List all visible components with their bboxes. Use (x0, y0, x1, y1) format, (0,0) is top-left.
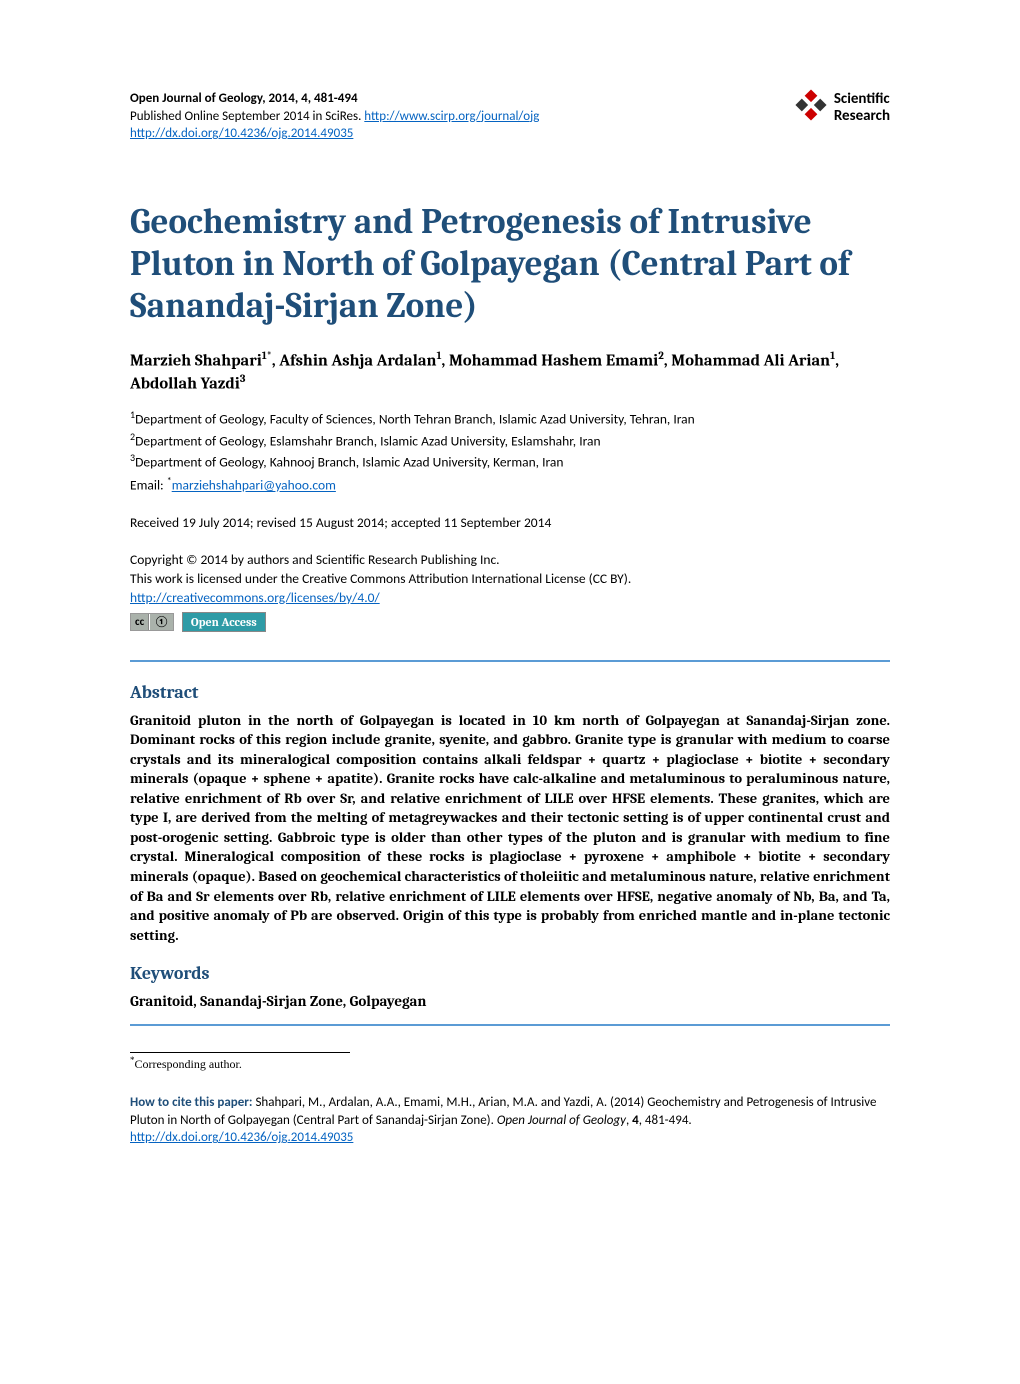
doi-link[interactable]: http://dx.doi.org/10.4236/ojg.2014.49035 (130, 126, 353, 141)
copyright-line2: This work is licensed under the Creative… (130, 570, 890, 589)
authors: Marzieh Shahpari1*, Afshin Ashja Ardalan… (130, 349, 890, 397)
license-badges: cc ① Open Access (130, 612, 890, 632)
paper-title: Geochemistry and Petrogenesis of Intrusi… (130, 201, 890, 327)
logo-text: Scientific Research (834, 91, 890, 124)
publisher-logo: Scientific Research (794, 88, 890, 127)
doi-line: http://dx.doi.org/10.4236/ojg.2014.49035 (130, 125, 890, 143)
corresponding-footnote: *Corresponding author. (130, 1055, 890, 1072)
footnote-text: Corresponding author. (135, 1057, 242, 1071)
license-link[interactable]: http://creativecommons.org/licenses/by/4… (130, 589, 380, 606)
keywords-body: Granitoid, Sanandaj-Sirjan Zone, Golpaye… (130, 992, 890, 1010)
dates: Received 19 July 2014; revised 15 August… (130, 514, 890, 531)
journal-header: Open Journal of Geology, 2014, 4, 481-49… (130, 90, 890, 143)
affiliation-1: 1Department of Geology, Faculty of Scien… (130, 408, 890, 429)
cite-volume: 4 (632, 1113, 639, 1128)
divider-bottom (130, 1024, 890, 1026)
divider-top (130, 660, 890, 662)
footnote-separator (130, 1052, 350, 1053)
affiliations: 1Department of Geology, Faculty of Scien… (130, 408, 890, 472)
cc-icon: cc (131, 614, 149, 630)
affiliation-3: 3Department of Geology, Kahnooj Branch, … (130, 451, 890, 472)
cite-doi-link[interactable]: http://dx.doi.org/10.4236/ojg.2014.49035 (130, 1130, 353, 1145)
cite-journal: Open Journal of Geology (497, 1113, 626, 1128)
email-line: Email: *marziehshahpari@yahoo.com (130, 474, 890, 494)
affiliation-2: 2Department of Geology, Eslamshahr Branc… (130, 430, 890, 451)
abstract-body: Granitoid pluton in the north of Golpaye… (130, 711, 890, 946)
published-line: Published Online September 2014 in SciRe… (130, 108, 890, 126)
logo-line2: Research (834, 107, 890, 125)
email-label: Email: (130, 477, 167, 494)
journal-info: Open Journal of Geology, 2014, 4, 481-49… (130, 90, 890, 108)
copyright-block: Copyright © 2014 by authors and Scientif… (130, 551, 890, 608)
cite-label: How to cite this paper: (130, 1095, 255, 1110)
abstract-heading: Abstract (130, 682, 890, 703)
journal-url-link[interactable]: http://www.scirp.org/journal/ojg (364, 109, 539, 124)
email-link[interactable]: marziehshahpari@yahoo.com (172, 477, 336, 494)
open-access-badge: Open Access (182, 612, 266, 632)
published-prefix: Published Online September 2014 in SciRe… (130, 109, 364, 124)
copyright-line1: Copyright © 2014 by authors and Scientif… (130, 551, 890, 570)
keywords-heading: Keywords (130, 963, 890, 984)
by-icon: ① (149, 614, 173, 630)
logo-icon (794, 88, 828, 127)
citation-box: How to cite this paper: Shahpari, M., Ar… (130, 1094, 890, 1147)
cite-text-c: , 481-494. (639, 1113, 692, 1128)
cc-by-badge: cc ① (130, 613, 174, 631)
logo-line1: Scientific (834, 90, 890, 108)
